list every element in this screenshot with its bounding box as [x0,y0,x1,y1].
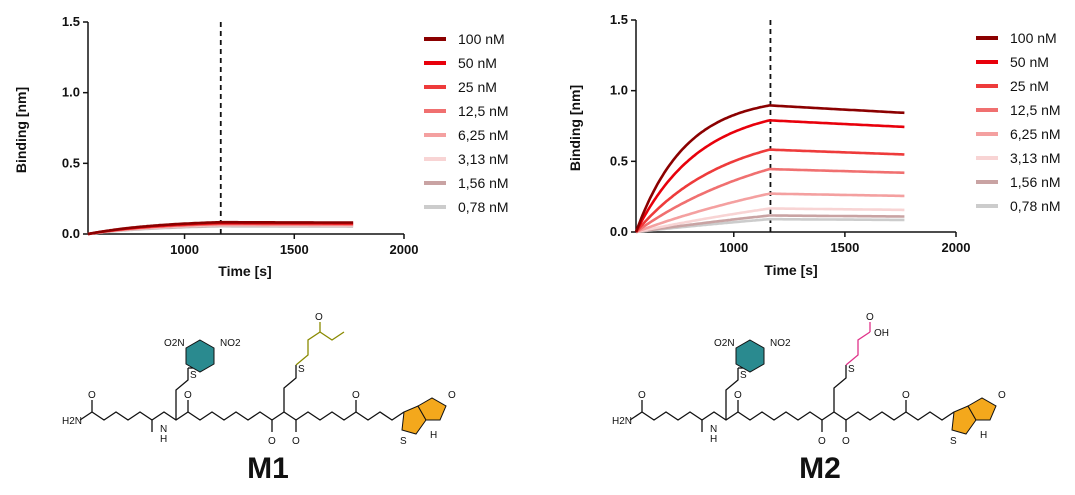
chart-m2-series-line [635,148,905,233]
chart-m1-legend-label: 100 nM [458,31,505,47]
chart-m2-y-tick-label: 0.5 [610,153,628,168]
chart-m1-xlabel: Time [s] [218,263,271,279]
molecule-m1-nitro-ring [185,339,215,373]
molecule-m2-o2: O [734,390,742,401]
chart-m2-legend-label: 0,78 nM [1010,198,1061,214]
molecule-m2-structure: H2N O N H O S O O S O OH O O2N NO2 S H O [612,312,1006,447]
chart-m2-y-tick-label: 0.0 [610,224,628,239]
molecule-m1-ome: O [315,312,323,323]
molecule-m2-o1: O [638,390,646,401]
molecule-m1-h1: H [160,434,167,445]
molecule-m2-s1: S [740,370,747,381]
chart-m1-legend-label: 50 nM [458,55,497,71]
molecule-m2-no2-left: O2N [714,338,735,349]
chart-m2-x-tick-label: 1000 [719,240,748,255]
molecule-m1-s1: S [190,370,197,381]
chart-m1-legend-label: 0,78 nM [458,199,509,215]
molecule-m1-biotin-s: S [400,436,407,447]
chart-m2-legend-label: 25 nM [1010,78,1049,94]
molecule-m2-s2: S [848,364,855,375]
molecule-m2-o3: O [818,436,826,447]
chart-m2-legend-label: 100 nM [1010,30,1057,46]
molecule-m1-o4: O [292,436,300,447]
chart-m1-x-tick-label: 1500 [280,242,309,257]
molecule-m2-label: M2 [799,452,841,485]
molecule-m1-label: M1 [247,452,289,485]
molecule-m2-acid-chain [845,331,871,366]
molecule-m2-biotin-s: S [950,436,957,447]
molecule-m2-o5: O [902,390,910,401]
binding-chart-m1: Binding [nm] Time [s] 0.0 0.5 1.0 1.5 1000 15… [13,14,509,279]
chart-m2-series-line [635,217,905,234]
chart-m2-series-line [635,192,905,234]
molecule-m1-no2-right: NO2 [220,338,241,349]
chart-m2-legend-label: 1,56 nM [1010,174,1061,190]
chart-m1-legend-label: 1,56 nM [458,175,509,191]
chart-m2-y-tick-label: 1.0 [610,83,628,98]
chart-m2-legend-label: 6,25 nM [1010,126,1061,142]
chart-m1-legend-label: 25 nM [458,79,497,95]
chart-m2-xlabel: Time [s] [764,262,817,278]
chart-m1-legend-label: 6,25 nM [458,127,509,143]
molecule-m2-h1: H [710,434,717,445]
molecule-m1-n1: N [160,424,167,435]
chart-m1-legend-label: 3,13 nM [458,151,509,167]
molecule-m1-ester-chain [295,331,345,366]
molecule-m2-no2-right: NO2 [770,338,791,349]
molecule-m1-o1: O [88,390,96,401]
binding-chart-m2: Binding [nm] Time [s] 0.0 0.5 1.0 1.5 1000 15… [567,12,1061,278]
molecule-m1-o2: O [184,390,192,401]
chart-m1-x-tick-label: 1000 [170,242,199,257]
chart-m1-ylabel: Binding [nm] [13,87,29,173]
molecule-m1-o5: O [352,390,360,401]
chart-m2-x-tick-label: 2000 [942,240,971,255]
chart-m2-legend-label: 12,5 nM [1010,102,1061,118]
chart-m2-x-tick-label: 1500 [830,240,859,255]
molecule-m2-oh: OH [874,328,889,339]
molecule-m2-acid-o: O [866,312,874,323]
chart-m1-series-line [87,220,354,236]
chart-m2-series-line [634,104,905,233]
chart-m1-y-tick-label: 1.0 [62,85,80,100]
molecule-m2-n1: N [710,424,717,435]
chart-m1-y-tick-label: 0.0 [62,226,80,241]
chart-m2-series-line [634,119,905,233]
chart-m2-y-tick-label: 1.5 [610,12,628,27]
molecule-m2-amide-n: H2N [612,416,632,427]
molecule-m1-biotin-thiophane [401,405,427,435]
molecule-m1-amide-n: H2N [62,416,82,427]
chart-m1-y-tick-label: 0.5 [62,155,80,170]
molecule-m1-s2: S [298,364,305,375]
molecule-m2-biotin-thiophane [951,405,977,435]
molecule-m2-nitro-ring [735,339,765,373]
chart-m2-legend-label: 50 nM [1010,54,1049,70]
chart-m1-x-tick-label: 2000 [390,242,419,257]
chart-m2-legend-label: 3,13 nM [1010,150,1061,166]
chart-m2-ylabel: Binding [nm] [567,85,583,171]
chart-m2-series-line [635,207,905,234]
chart-m2-series-line [635,167,905,234]
chart-m1-legend-label: 12,5 nM [458,103,509,119]
molecule-m1-biotin-imidazolidinone [417,397,447,421]
molecule-m1-structure: H2N O N H O S O O S O O O2N NO2 S H O [62,312,456,447]
molecule-m1-biotin-h: H [430,430,437,441]
molecule-m2-biotin-imidazolidinone [967,397,997,421]
chart-m2-series-line [635,214,905,234]
chart-m1-y-tick-label: 1.5 [62,14,80,29]
molecule-m1-biotin-o: O [448,390,456,401]
molecule-m2-biotin-h: H [980,430,987,441]
molecule-m1-o3: O [268,436,276,447]
molecule-m1-no2-left: O2N [164,338,185,349]
molecule-m2-biotin-o: O [998,390,1006,401]
molecule-m2-o4: O [842,436,850,447]
